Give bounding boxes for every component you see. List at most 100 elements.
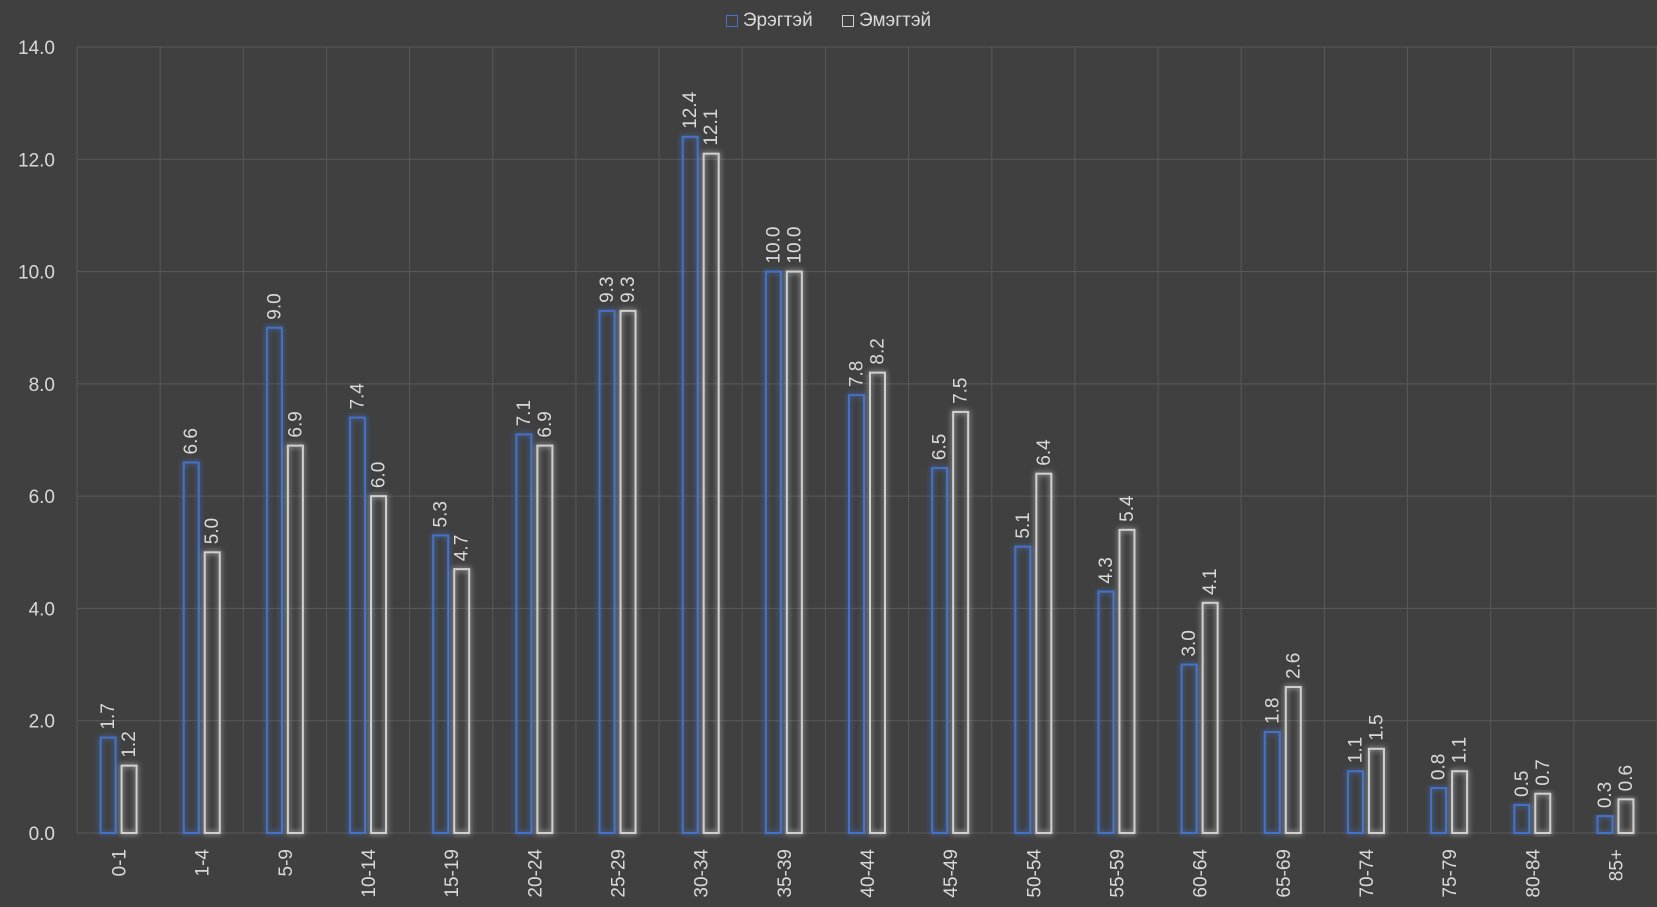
- bar-male[interactable]: [1596, 815, 1614, 835]
- bar-female[interactable]: [1534, 792, 1552, 835]
- bar-male[interactable]: [1346, 770, 1364, 834]
- data-label-male: 9.0: [264, 293, 285, 319]
- x-tick-label: 75-79: [1440, 849, 1461, 898]
- bar-male[interactable]: [764, 270, 782, 835]
- bar-female[interactable]: [1451, 770, 1469, 834]
- data-label-female: 7.5: [951, 378, 972, 404]
- bar-male[interactable]: [681, 135, 699, 835]
- legend-item-male[interactable]: Эрэгтэй: [725, 10, 813, 32]
- gridlines: [76, 46, 1657, 834]
- bar-female[interactable]: [785, 270, 803, 835]
- x-tick-label: 85+: [1606, 849, 1627, 881]
- data-label-female: 6.9: [285, 411, 306, 437]
- y-tick-label: 2.0: [29, 712, 55, 733]
- x-tick-label: 35-39: [775, 849, 796, 898]
- bar-male[interactable]: [432, 534, 450, 834]
- x-tick-label: 15-19: [442, 849, 463, 898]
- data-label-female: 8.2: [868, 338, 889, 364]
- x-tick-label: 45-49: [941, 849, 962, 898]
- data-label-male: 6.6: [181, 428, 202, 454]
- legend-item-female[interactable]: Эмэгтэй: [842, 10, 931, 32]
- bar-female[interactable]: [702, 152, 720, 834]
- data-label-female: 4.7: [452, 535, 473, 561]
- bar-male[interactable]: [1180, 663, 1198, 834]
- data-label-male: 0.3: [1595, 782, 1616, 808]
- bar-female[interactable]: [1118, 528, 1136, 834]
- bar-male[interactable]: [598, 309, 616, 835]
- bar-female[interactable]: [952, 410, 970, 834]
- data-label-female: 2.6: [1283, 653, 1304, 679]
- data-label-female: 6.9: [535, 411, 556, 437]
- bar-female[interactable]: [536, 444, 554, 834]
- data-label-male: 1.8: [1262, 698, 1283, 724]
- data-label-male: 5.1: [1013, 512, 1034, 538]
- data-label-male: 0.8: [1429, 754, 1450, 780]
- chart-legend: Эрэгтэй Эмэгтэй: [0, 10, 1657, 33]
- data-label-male: 3.0: [1179, 630, 1200, 656]
- bar-female[interactable]: [203, 551, 221, 834]
- y-axis-ticks: 0.0 2.0 4.0 6.0 8.0 10.0 12.0 14.0: [18, 38, 55, 845]
- y-tick-label: 12.0: [18, 150, 55, 171]
- x-tick-label: 30-34: [692, 849, 713, 898]
- bar-female[interactable]: [1035, 472, 1053, 834]
- bar-female[interactable]: [370, 495, 388, 834]
- x-tick-label: 55-59: [1107, 849, 1128, 898]
- data-label-male: 6.5: [930, 434, 951, 460]
- bars: [99, 135, 1635, 835]
- x-tick-label: 40-44: [858, 849, 879, 898]
- data-label-female: 1.2: [119, 731, 140, 757]
- bar-male[interactable]: [265, 326, 283, 834]
- y-tick-label: 4.0: [29, 599, 55, 620]
- y-tick-label: 10.0: [18, 263, 55, 284]
- data-label-male: 10.0: [763, 227, 784, 264]
- y-tick-label: 6.0: [29, 487, 55, 508]
- bar-male[interactable]: [182, 461, 200, 834]
- data-label-female: 6.0: [369, 462, 390, 488]
- bar-female[interactable]: [1367, 747, 1385, 834]
- data-label-male: 1.1: [1345, 737, 1366, 763]
- data-label-male: 0.5: [1512, 771, 1533, 797]
- data-label-male: 1.7: [98, 703, 119, 729]
- legend-label-male: Эрэгтэй: [742, 10, 813, 31]
- bar-female[interactable]: [1617, 798, 1635, 834]
- data-label-female: 1.5: [1366, 714, 1387, 740]
- bar-female[interactable]: [1284, 686, 1302, 834]
- bar-female[interactable]: [453, 568, 471, 835]
- data-label-female: 5.0: [202, 518, 223, 544]
- y-tick-label: 0.0: [29, 824, 55, 845]
- bar-female[interactable]: [619, 309, 637, 835]
- data-label-male: 7.1: [514, 400, 535, 426]
- data-label-female: 9.3: [618, 276, 639, 302]
- bar-male[interactable]: [1263, 730, 1281, 835]
- bar-female[interactable]: [286, 444, 304, 834]
- x-tick-label: 25-29: [609, 849, 630, 898]
- bar-female[interactable]: [120, 764, 138, 835]
- bar-male[interactable]: [1513, 803, 1531, 835]
- data-label-male: 12.4: [680, 91, 701, 128]
- data-label-female: 12.1: [701, 109, 722, 146]
- data-label-male: 7.8: [847, 361, 868, 387]
- x-tick-label: 70-74: [1357, 849, 1378, 898]
- bar-female[interactable]: [1201, 601, 1219, 834]
- bar-male[interactable]: [349, 416, 367, 834]
- x-axis-ticks: 0-1 1-4 5-9 10-14 15-19 20-24 25-29 30-34 35-39 4…: [110, 849, 1628, 898]
- bar-male[interactable]: [931, 467, 949, 834]
- x-tick-label: 50-54: [1024, 849, 1045, 898]
- x-tick-label: 65-69: [1274, 849, 1295, 898]
- bar-male[interactable]: [1014, 545, 1032, 835]
- bar-male[interactable]: [1430, 787, 1448, 834]
- bar-female[interactable]: [869, 371, 886, 834]
- bar-male[interactable]: [99, 736, 117, 834]
- data-label-female: 1.1: [1450, 737, 1471, 763]
- data-label-male: 5.3: [431, 501, 452, 527]
- bar-male[interactable]: [1097, 590, 1115, 834]
- bar-male[interactable]: [848, 394, 865, 834]
- x-tick-label: 0-1: [110, 849, 131, 876]
- data-labels: 1.7 6.6 9.0 7.4 5.3 7.1 9.3 12.4 10.0 7.8 6.5 5.1 4.…: [98, 91, 1637, 808]
- data-label-female: 5.4: [1117, 495, 1138, 522]
- data-label-female: 0.7: [1533, 759, 1554, 785]
- data-label-male: 4.3: [1096, 557, 1117, 583]
- y-tick-label: 14.0: [18, 38, 55, 59]
- bar-male[interactable]: [515, 433, 533, 834]
